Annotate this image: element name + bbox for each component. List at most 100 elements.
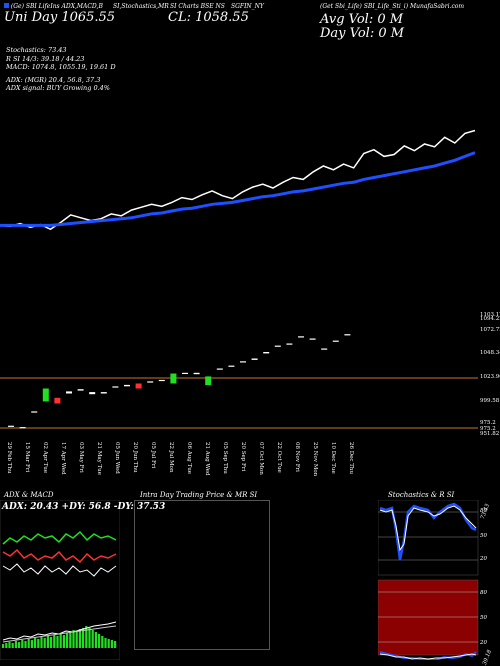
candle: [147, 381, 154, 383]
macd-histogram-bar: [37, 639, 40, 648]
price-tick-label: 1094.22: [480, 316, 500, 322]
macd-histogram-bar: [88, 628, 91, 648]
macd-histogram-bar: [5, 643, 8, 648]
candle: [240, 361, 246, 363]
adx-macd-pane: [0, 500, 120, 660]
date-tick-label: 08 Nov Fri: [294, 442, 300, 472]
macd-histogram-bar: [18, 642, 21, 648]
header-mid3: SGFIN_NY: [231, 3, 264, 10]
candle: [309, 338, 316, 340]
candle: [100, 392, 107, 394]
macd-histogram-bar: [53, 635, 56, 648]
macd-histogram-bar: [14, 641, 17, 648]
macd-histogram-bar: [72, 630, 75, 648]
macd-histogram-bar: [94, 632, 97, 648]
date-tick-label: 25 Nov Mon: [312, 442, 318, 477]
rsi-line: [379, 651, 477, 660]
candle: [332, 340, 339, 342]
stoch-d-line: [379, 505, 477, 552]
date-tick-label: 26 Dec Thu: [348, 442, 354, 474]
adx-signal-line: ADX signal: BUY Growing 0.4%: [6, 84, 110, 92]
minus-di-line: [2, 548, 117, 564]
price-tick-label: 1072.72: [480, 327, 500, 333]
rsi-levels: 80 50 20: [480, 590, 487, 646]
header-mid1: SI,Stochastics,MR: [113, 3, 169, 10]
avg-volume: Avg Vol: 0 M: [320, 12, 404, 27]
adx-pane-title: ADX & MACD: [4, 491, 54, 499]
candle: [193, 372, 200, 375]
candle: [8, 425, 14, 427]
date-tick-label: 20 Sep Fri: [240, 442, 246, 471]
price-tick-label: 975.2: [480, 420, 496, 426]
macd-histogram-bar: [40, 637, 43, 648]
intraday-pane: [134, 500, 270, 650]
stoch-pane-title: Stochastics & R SI: [388, 491, 455, 499]
candlestick-chart: 1103.171094.22 1072.72 1048.34 1023.96 999.5…: [0, 312, 500, 437]
macd-histogram-bar: [107, 639, 110, 648]
candle: [344, 334, 351, 336]
date-tick-label: 02 Apr Tue: [42, 442, 48, 473]
moving-average-line: [0, 151, 476, 227]
macd-histogram-bar: [24, 641, 27, 648]
candle: [158, 379, 165, 382]
date-tick-label: 03 May Fri: [78, 442, 84, 473]
candle: [19, 427, 26, 429]
price-tick-label: 1023.96: [480, 374, 500, 380]
date-tick-label: 05 Jun Wed: [114, 442, 120, 474]
macd-histogram-bar: [27, 639, 30, 648]
macd-histogram-bar: [2, 644, 5, 648]
date-tick-label: 22 Oct Tue: [276, 442, 282, 473]
date-tick-label: 21 May Tue: [96, 442, 102, 475]
stochastics-line: Stochastics: 73.43: [6, 46, 67, 54]
macd-histogram-bar: [85, 626, 88, 648]
candle: [54, 397, 61, 404]
intraday-pane-title: Intra Day Trading Price & MR SI: [140, 491, 258, 499]
date-tick-label: 15 Mar Fri: [24, 442, 30, 472]
macd-histogram-bar: [66, 633, 69, 648]
date-tick-label: 07 Oct Mon: [258, 442, 264, 475]
candle: [205, 376, 212, 385]
macd-histogram-bar: [59, 634, 62, 648]
adx-line: ADX: (MGR) 20.4, 56.8, 37.3: [6, 75, 101, 84]
candle: [135, 383, 142, 389]
adx-values: ADX: 20.43 +DY: 56.8 -DY: 37.53: [2, 502, 166, 512]
price-tick-label: 1103.17: [480, 312, 500, 318]
date-tick-label: 29 Feb Thu: [6, 442, 12, 474]
date-tick-label: 06 Aug Tue: [186, 442, 192, 474]
info-block: Stochastics: 73.43 R SI 14/3: 39.18 / 44…: [6, 46, 116, 93]
candle: [42, 388, 49, 402]
macd-signal-plot: [2, 625, 117, 643]
macd-histogram-bar: [104, 638, 107, 648]
macd-histogram-bar: [11, 643, 14, 648]
price-tick-label: 1048.34: [480, 350, 500, 356]
macd-histogram-bar: [91, 630, 94, 648]
macd-histogram-bar: [8, 642, 11, 648]
stoch-levels: 80 50 20: [480, 508, 487, 562]
candle: [112, 386, 119, 388]
macd-line: MACD: 1074.8, 1055.19, 19.61 D: [6, 63, 116, 71]
header-right: (Get Sbi_Life) SBI_Life_Sti_i) MunafaSab…: [320, 3, 465, 10]
macd-histogram-bar: [101, 636, 104, 648]
candle: [298, 336, 304, 338]
date-tick-label: 22 Jul Mon: [168, 442, 174, 473]
candle: [228, 365, 235, 367]
macd-histogram-bar: [62, 635, 65, 648]
day-price: Uni Day 1065.55: [4, 10, 116, 25]
stoch-k-line: [379, 502, 477, 561]
candle: [263, 352, 270, 354]
rsi-line: R SI 14/3: 39.18 / 44.23: [6, 54, 85, 63]
mrsi-line: [379, 653, 477, 660]
macd-histogram-bar: [21, 640, 24, 648]
macd-histogram-bar: [110, 640, 113, 648]
legend-swatch: [4, 3, 9, 8]
date-tick-label: 10 Dec Tue: [330, 442, 336, 474]
date-tick-label: 17 Apr Wed: [60, 442, 66, 475]
price-tick-label: 951.82: [480, 431, 499, 437]
macd-histogram-bar: [98, 634, 101, 648]
candle: [170, 373, 177, 384]
candle: [31, 411, 38, 413]
macd-histogram-bar: [75, 631, 78, 648]
price-tick-label: 975.2: [480, 426, 496, 432]
header-mid2: SI Charts BSE NS: [170, 3, 225, 10]
header-left: (Ge) SBI LifeIns ADX,MACD,B: [4, 3, 103, 10]
